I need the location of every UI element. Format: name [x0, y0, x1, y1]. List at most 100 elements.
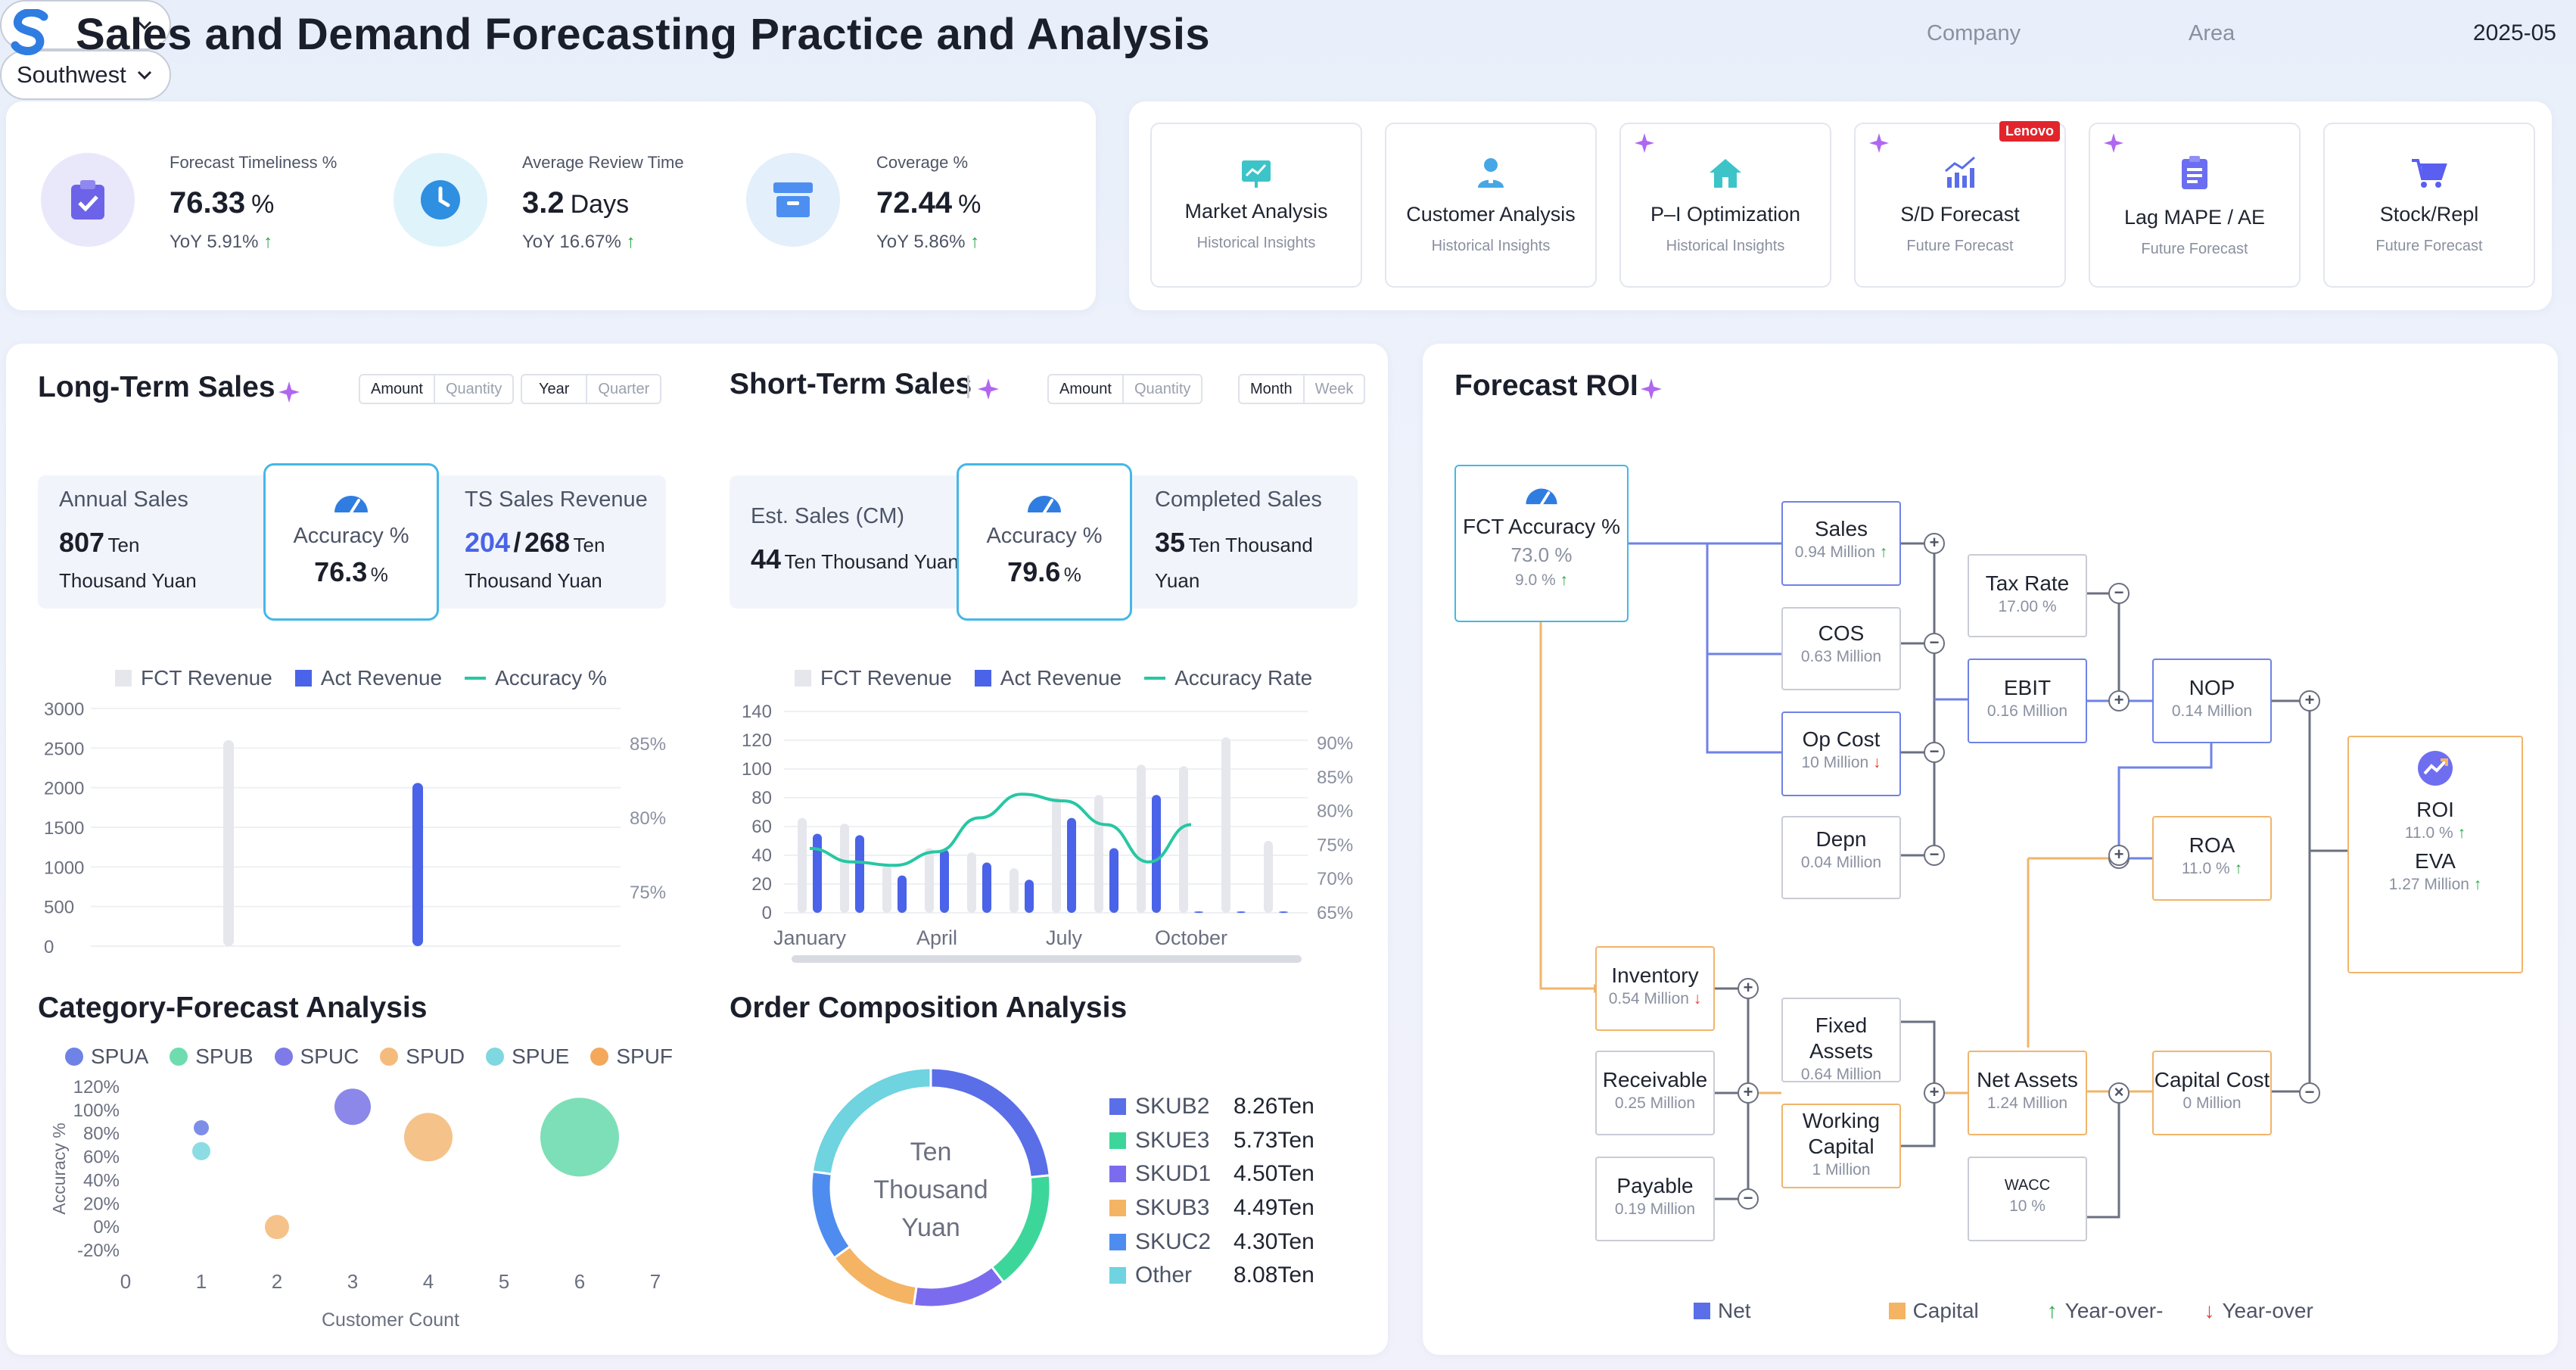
- node-name: ROI: [2416, 798, 2454, 821]
- toggle-quantity[interactable]: Quantity: [433, 375, 512, 403]
- person-icon: [1478, 158, 1504, 188]
- node-name: Fixed Assets: [1809, 1013, 1874, 1063]
- node-value: 1.27 Million ↑: [2388, 876, 2482, 893]
- annual-sales-label: Annual Sales: [59, 487, 188, 512]
- y-tick-label: 1000: [44, 858, 84, 878]
- y2-tick-label: 70%: [1317, 869, 1353, 889]
- node-value: 0.04 Million: [1800, 854, 1882, 871]
- legend-item: SKUB2 8.26Ten: [1109, 1090, 1314, 1124]
- company-select[interactable]: [0, 0, 171, 50]
- node-op-cost[interactable]: Op Cost 10 Million ↓: [1781, 711, 1901, 796]
- y-tick-label: 0%: [93, 1217, 120, 1238]
- tile-subtitle: Future Forecast: [2375, 238, 2483, 254]
- op-minus: −: [1738, 1188, 1759, 1210]
- y-tick-label: 2500: [44, 739, 84, 759]
- bar: [1067, 817, 1076, 913]
- tile-stock-repl[interactable]: Stock/Repl Future Forecast: [2323, 123, 2535, 288]
- gauge-icon: [1526, 488, 1557, 506]
- legend-swatch: [1888, 1303, 1906, 1319]
- toggle-year[interactable]: Year: [539, 381, 570, 397]
- long-term-measure-toggle[interactable]: Amount Quantity: [359, 374, 515, 404]
- long-term-period-toggle[interactable]: Year Quarter: [521, 374, 662, 404]
- sparkle-icon: [2104, 133, 2123, 153]
- donut-slice: [990, 1174, 1052, 1284]
- bubble: [194, 1120, 209, 1135]
- short-term-period-toggle[interactable]: Month Week: [1238, 374, 1366, 404]
- node-payable[interactable]: Payable 0.19 Million: [1595, 1157, 1715, 1241]
- chart-board-icon: [1242, 160, 1271, 188]
- clipboard-icon: [71, 180, 104, 220]
- legend-item: SKUB3 4.49Ten: [1109, 1191, 1314, 1225]
- node-value: 0.25 Million: [1614, 1094, 1696, 1112]
- node-nop[interactable]: NOP 0.14 Million: [2152, 659, 2272, 743]
- node-wacc[interactable]: WACC 10 %: [1968, 1157, 2087, 1241]
- node-roi-eva[interactable]: ROI 11.0 % ↑ EVA 1.27 Million ↑: [2347, 736, 2523, 973]
- y2-tick-label: 90%: [1317, 733, 1353, 754]
- kpi-coverage-label: Coverage %: [876, 153, 969, 172]
- bar: [1025, 880, 1034, 913]
- area-select[interactable]: Southwest: [0, 50, 171, 100]
- tile-pi-optimization[interactable]: P–I Optimization Historical Insights: [1619, 123, 1831, 288]
- node-depn[interactable]: Depn 0.04 Million: [1781, 816, 1901, 899]
- bar: [1109, 848, 1118, 913]
- node-name: Tax Rate: [1985, 571, 2070, 595]
- arrow-up-icon: ↑: [263, 232, 273, 252]
- y-tick-label: 3000: [44, 699, 84, 720]
- tile-lag-mape[interactable]: Lag MAPE / AE Future Forecast: [2089, 123, 2301, 288]
- legend-label: SKUB2: [1135, 1094, 1210, 1119]
- toggle-quarter[interactable]: Quarter: [586, 375, 660, 403]
- node-tax-rate[interactable]: Tax Rate 17.00 %: [1968, 554, 2087, 637]
- node-working-capital[interactable]: Working Capital 1 Million: [1781, 1104, 1901, 1188]
- toggle-amount[interactable]: Amount: [1059, 381, 1112, 397]
- tile-customer-analysis[interactable]: Customer Analysis Historical Insights: [1385, 123, 1597, 288]
- completed-sales-unit: Yuan: [1155, 569, 1200, 592]
- node-inventory[interactable]: Inventory 0.54 Million ↓: [1595, 946, 1715, 1031]
- bar: [855, 835, 864, 913]
- node-value: 0.64 Million: [1800, 1066, 1882, 1083]
- y-axis-label: Accuracy %: [49, 1122, 69, 1214]
- legend-item: Other 8.08Ten: [1109, 1259, 1314, 1293]
- toggle-month[interactable]: Month: [1250, 381, 1293, 397]
- tile-market-analysis[interactable]: Market Analysis Historical Insights: [1150, 123, 1362, 288]
- node-fct-accuracy[interactable]: FCT Accuracy % 73.0 % 9.0 % ↑: [1454, 465, 1629, 622]
- tile-sd-forecast[interactable]: Lenovo S/D Forecast Future Forecast: [1854, 121, 2066, 288]
- legend-value: 8.08Ten: [1234, 1263, 1314, 1288]
- x-tick-label: 0: [120, 1270, 131, 1293]
- node-cos[interactable]: COS 0.63 Million: [1781, 607, 1901, 690]
- tile-subtitle: Future Forecast: [1906, 238, 2014, 254]
- op-minus: −: [1924, 633, 1945, 654]
- node-ebit[interactable]: EBIT 0.16 Million: [1968, 659, 2087, 743]
- toggle-quantity[interactable]: Quantity: [1122, 375, 1201, 403]
- node-capital-cost[interactable]: Capital Cost 0 Million: [2152, 1051, 2272, 1135]
- bar: [1237, 911, 1246, 914]
- donut-slice: [810, 1066, 932, 1175]
- y2-tick-label: 85%: [1317, 768, 1353, 788]
- y2-tick-label: 75%: [630, 883, 666, 903]
- toggle-week[interactable]: Week: [1302, 375, 1364, 403]
- node-name: Payable: [1616, 1174, 1694, 1197]
- toggle-amount[interactable]: Amount: [371, 381, 423, 397]
- legend-swatch: [274, 1048, 293, 1066]
- node-net-assets[interactable]: Net Assets 1.24 Million: [1968, 1051, 2087, 1135]
- node-receivable[interactable]: Receivable 0.25 Million: [1595, 1051, 1715, 1135]
- legend-swatch: [1109, 1166, 1126, 1183]
- short-term-chart: 140 120 100 80 60 40 20 0 90% 85% 80% 75% 70% 65% Janu…: [742, 702, 1353, 963]
- sparkle-icon: [1641, 378, 1662, 400]
- bar: [798, 817, 807, 913]
- op-minus: −: [2108, 583, 2130, 604]
- node-fixed-assets[interactable]: Fixed Assets 0.64 Million: [1781, 998, 1901, 1083]
- node-value: 1 Million: [1812, 1161, 1871, 1179]
- y-tick-label: 2000: [44, 779, 84, 799]
- legend-swatch: [170, 1048, 188, 1066]
- tile-name: Lag MAPE / AE: [2123, 206, 2266, 229]
- tile-name: Stock/Repl: [2379, 203, 2479, 226]
- donut-slice: [832, 1244, 918, 1308]
- bar: [967, 852, 976, 913]
- op-plus: +: [2108, 845, 2130, 866]
- short-term-measure-toggle[interactable]: Amount Quantity: [1047, 374, 1203, 404]
- node-sales[interactable]: Sales 0.94 Million ↑: [1781, 501, 1901, 586]
- kpi-card: Forecast Timeliness % 76.33% YoY 5.91% ↑…: [6, 101, 1096, 310]
- node-name: Capital: [1808, 1135, 1874, 1158]
- node-roa[interactable]: ROA 11.0 % ↑: [2152, 816, 2272, 901]
- kpi-review-value: 3.2 Days: [522, 186, 630, 220]
